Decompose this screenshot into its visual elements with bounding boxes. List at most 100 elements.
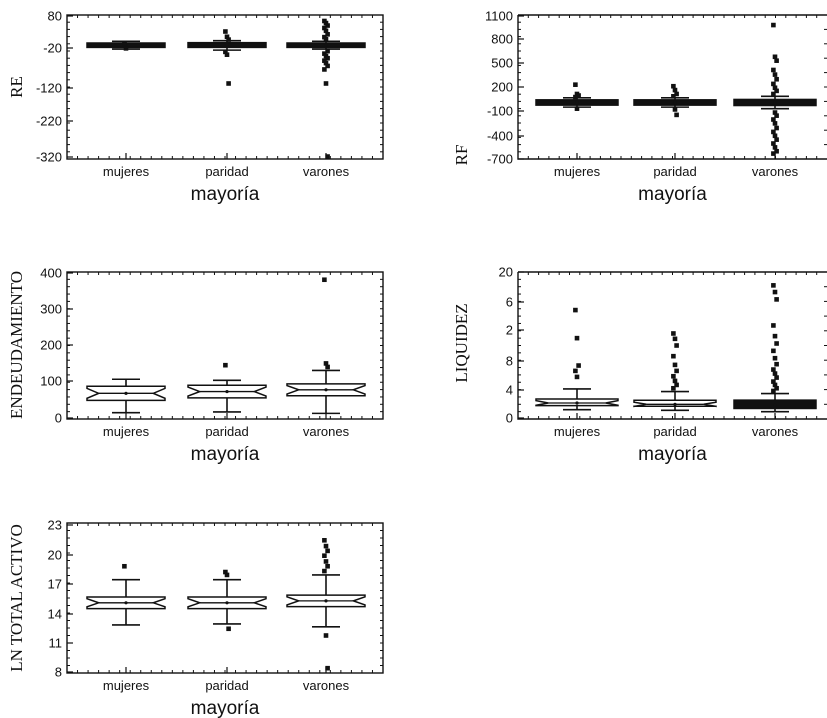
outlier-point [573,82,578,87]
y-tick-label: 300 [40,302,62,317]
y-tick-label: 2 [506,323,513,338]
box-mujeres [535,307,619,411]
outlier-point [223,569,228,575]
outlier-point [771,22,776,28]
outlier-point [223,29,228,34]
outlier-point [771,151,776,156]
outlier-point [123,46,129,51]
outlier-point [771,388,776,394]
mean-marker [324,43,328,47]
outlier-point [672,107,678,112]
outlier-point [772,110,778,115]
y-tick-label: 1100 [485,9,513,24]
outlier-point [226,81,231,86]
y-tick-label: -700 [487,152,513,167]
outlier-point [771,367,776,372]
panel-endeudamiento: 400 300 200 100 0 mujeres paridad varones mayorí… [7,266,384,465]
panel-liquidez: 20 6 2 8 4 0 mujeres paridad varones mayoría LIQUI… [452,265,827,465]
mean-marker [324,388,328,392]
y-axis-title: RE [7,76,26,98]
x-axis-title: mayoría [191,698,260,718]
outlier-point [674,343,679,348]
box-paridad [633,331,717,412]
mean-marker [673,402,677,406]
x-tick-label: paridad [653,424,696,439]
box-mujeres [535,82,619,111]
mean-marker [575,100,579,105]
y-tick-label: 6 [506,295,513,310]
outlier-point [226,626,231,632]
y-tick-label: 400 [40,266,62,281]
y-tick-label: 800 [491,32,513,47]
y-axis-title: LN TOTAL ACTIVO [7,524,26,672]
mean-marker [575,401,579,405]
outlier-point [323,633,329,638]
outlier-point [771,379,776,384]
x-tick-label: paridad [205,164,248,179]
outlier-point [671,83,676,89]
y-tick-label: 100 [40,374,62,389]
box-varones [286,277,366,415]
outlier-point [771,67,776,73]
y-tick-label: 80 [48,9,62,24]
outlier-point [325,23,330,28]
outlier-point [774,361,779,367]
box-paridad [187,362,267,413]
x-tick-label: varones [752,164,799,179]
y-tick-label: 4 [506,383,513,398]
x-tick-label: varones [303,164,350,179]
outlier-point [576,93,581,98]
y-axis-title: LIQUIDEZ [452,303,471,382]
x-tick-label: mujeres [554,424,601,439]
outlier-point [674,382,679,388]
y-tick-label: -220 [36,114,62,129]
outlier-point [774,341,779,346]
box-varones [733,283,817,413]
y-tick-label: 8 [55,665,62,680]
box-mujeres [86,378,166,414]
y-tick-label: -100 [487,104,513,119]
outlier-point [772,333,778,339]
outlier-point [223,49,228,55]
outlier-point [771,81,776,87]
panel-ln-total-activo: 23 20 17 14 11 8 mujeres paridad varones mayoría L… [7,518,384,718]
outlier-point [322,568,327,574]
x-axis-title: mayoría [638,184,707,205]
mean-marker [225,389,229,394]
outlier-point [771,141,776,146]
outlier-point [772,85,778,91]
box-paridad [633,83,717,118]
y-axis-title: ENDEUDAMIENTO [7,271,26,419]
outlier-point [573,368,578,374]
outlier-point [674,91,679,97]
y-tick-label: 17 [48,577,62,592]
x-tick-label: mujeres [554,164,601,179]
outlier-point [771,348,776,354]
outlier-point [774,58,779,63]
outlier-point [674,368,679,374]
panel-rf: 1100 800 500 200 -100 -400 -700 mujeres paridad v… [452,9,827,205]
outlier-point [772,371,778,376]
outlier-point [322,51,327,56]
mean-marker [124,601,128,605]
y-axis-title: RF [452,145,471,166]
x-tick-label: varones [303,424,350,439]
outlier-point [224,34,230,40]
outlier-point [323,20,329,26]
outlier-point [322,538,327,543]
outlier-point [122,40,127,46]
outlier-point [771,129,776,135]
outlier-point [772,121,778,126]
mean-marker [773,403,777,407]
outlier-point [325,154,330,159]
outlier-point [226,37,231,42]
outlier-point [671,93,676,99]
outlier-point [772,289,778,295]
outlier-point [574,106,580,111]
y-tick-label: 0 [55,411,62,426]
mean-marker [673,100,677,105]
outlier-point [772,133,778,139]
outlier-point [322,67,327,72]
mean-marker [225,601,229,605]
